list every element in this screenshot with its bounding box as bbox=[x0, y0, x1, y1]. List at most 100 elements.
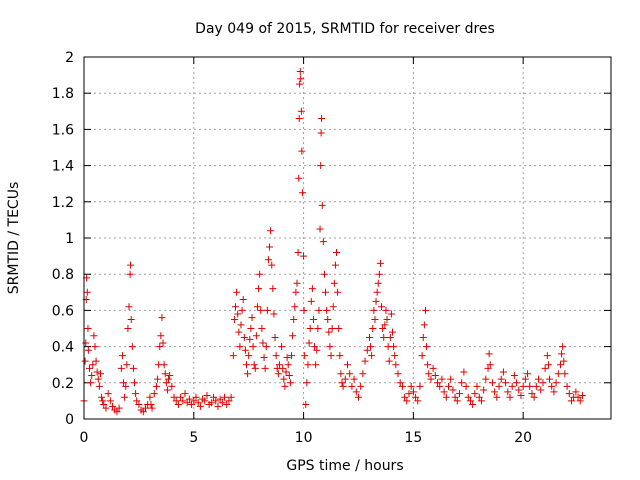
data-point bbox=[233, 288, 241, 296]
data-point bbox=[328, 325, 336, 332]
data-point bbox=[135, 401, 143, 409]
data-point bbox=[376, 259, 384, 267]
x-tick-label: 20 bbox=[514, 430, 532, 446]
data-point bbox=[339, 382, 347, 390]
y-tick-label: 2 bbox=[65, 50, 74, 66]
data-point bbox=[504, 388, 512, 396]
data-point bbox=[346, 370, 354, 378]
data-point bbox=[293, 279, 301, 287]
data-point bbox=[375, 270, 383, 278]
data-point bbox=[427, 375, 435, 383]
data-point bbox=[386, 334, 394, 342]
data-point bbox=[298, 189, 306, 197]
data-point bbox=[524, 370, 532, 378]
data-point bbox=[106, 397, 114, 405]
data-point bbox=[543, 352, 551, 360]
data-point bbox=[100, 401, 108, 409]
data-point bbox=[510, 372, 518, 380]
data-point bbox=[535, 375, 543, 383]
data-point bbox=[363, 346, 371, 354]
data-point bbox=[473, 382, 481, 390]
data-point bbox=[272, 352, 280, 360]
data-point bbox=[302, 401, 310, 409]
data-point bbox=[341, 375, 349, 383]
data-point bbox=[431, 372, 439, 380]
data-point bbox=[567, 397, 575, 405]
data-point bbox=[274, 370, 282, 378]
y-tick-label: 1.8 bbox=[52, 86, 74, 102]
data-point bbox=[214, 402, 222, 410]
data-point bbox=[91, 343, 99, 351]
data-point bbox=[380, 334, 388, 342]
data-point bbox=[162, 379, 170, 387]
data-point bbox=[365, 334, 373, 342]
data-point bbox=[263, 306, 271, 314]
data-point bbox=[464, 393, 472, 401]
data-point bbox=[552, 379, 560, 387]
data-point bbox=[565, 390, 573, 398]
data-point bbox=[359, 370, 367, 378]
data-point bbox=[297, 75, 305, 83]
data-point bbox=[216, 395, 224, 403]
data-point bbox=[300, 306, 308, 314]
data-point bbox=[291, 303, 299, 311]
y-tick-label: 1.2 bbox=[52, 195, 74, 211]
data-point bbox=[179, 397, 187, 405]
data-point bbox=[285, 372, 293, 380]
data-point bbox=[335, 325, 343, 332]
data-point bbox=[160, 361, 168, 369]
data-point bbox=[282, 368, 290, 376]
data-point bbox=[521, 375, 529, 383]
data-point bbox=[129, 364, 137, 372]
data-point bbox=[123, 361, 131, 369]
data-point bbox=[318, 201, 326, 209]
data-point bbox=[242, 361, 250, 369]
data-point bbox=[348, 382, 356, 390]
chart-title: Day 049 of 2015, SRMTID for receiver dre… bbox=[195, 21, 495, 37]
data-point bbox=[475, 393, 483, 401]
data-point bbox=[462, 382, 470, 390]
data-point bbox=[174, 401, 182, 409]
data-point bbox=[223, 401, 231, 409]
data-point bbox=[424, 361, 432, 369]
data-point bbox=[412, 393, 420, 401]
data-point bbox=[576, 397, 584, 405]
data-point bbox=[497, 375, 505, 383]
data-point bbox=[312, 361, 320, 369]
data-point bbox=[95, 382, 103, 390]
data-point bbox=[324, 315, 332, 323]
data-point bbox=[378, 303, 386, 311]
data-point bbox=[127, 261, 135, 269]
data-point bbox=[560, 357, 568, 365]
data-point bbox=[253, 303, 261, 311]
data-point bbox=[232, 303, 240, 311]
data-point bbox=[269, 285, 277, 293]
data-point bbox=[248, 314, 256, 322]
data-point bbox=[541, 364, 549, 372]
data-point bbox=[499, 368, 507, 376]
data-point bbox=[436, 382, 444, 390]
data-point bbox=[379, 325, 387, 332]
data-point bbox=[294, 248, 302, 256]
data-point bbox=[578, 391, 586, 399]
data-point bbox=[480, 386, 488, 394]
data-point bbox=[113, 408, 121, 416]
y-axis-title: SRMTID / TECUs bbox=[6, 182, 22, 295]
data-point bbox=[409, 388, 417, 396]
data-point bbox=[238, 306, 246, 314]
data-point bbox=[548, 382, 556, 390]
data-point bbox=[301, 352, 309, 360]
data-point bbox=[190, 397, 198, 405]
data-point bbox=[304, 361, 312, 369]
data-point bbox=[352, 388, 360, 396]
data-point bbox=[267, 227, 275, 235]
data-point bbox=[559, 343, 567, 351]
data-point bbox=[306, 325, 314, 332]
data-point bbox=[333, 248, 341, 256]
data-point bbox=[350, 375, 358, 383]
data-point bbox=[152, 382, 160, 390]
data-point bbox=[429, 364, 437, 372]
data-point bbox=[370, 306, 378, 314]
data-point bbox=[309, 315, 317, 323]
